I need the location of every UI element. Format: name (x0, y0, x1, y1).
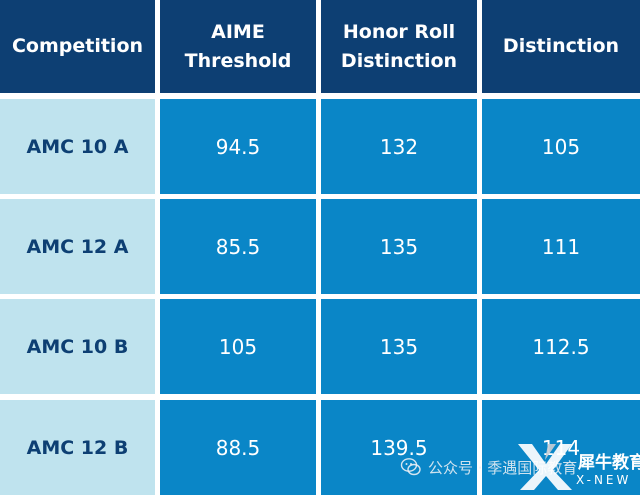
table-cell: 132 (321, 99, 477, 194)
table-cell: 135 (321, 299, 477, 394)
header-distinction: Distinction (482, 0, 640, 93)
wechat-icon (400, 458, 421, 476)
watermark-logo-name: 犀牛教育 (578, 453, 640, 473)
table-cell: 112.5 (482, 299, 640, 394)
row-label: AMC 12 B (0, 400, 155, 495)
header-aime-threshold: AIME Threshold (160, 0, 316, 93)
header-honor-roll-distinction: Honor Roll Distinction (321, 0, 477, 93)
table-cell: 139.5 (321, 400, 477, 495)
row-label: AMC 10 B (0, 299, 155, 394)
table-cell: 85.5 (160, 199, 316, 294)
table-cell: 111 (482, 199, 640, 294)
table-cell: 88.5 (160, 400, 316, 495)
table-cell: 105 (160, 299, 316, 394)
watermark-logo: 犀牛教育 X-NEW (514, 438, 640, 494)
header-competition: Competition (0, 0, 155, 93)
table-cell: 135 (321, 199, 477, 294)
table-cell: 105 (482, 99, 640, 194)
x-logo-icon (518, 444, 572, 490)
watermark-logo-sub: X-NEW (576, 473, 632, 487)
row-label: AMC 12 A (0, 199, 155, 294)
row-label: AMC 10 A (0, 99, 155, 194)
table-cell: 94.5 (160, 99, 316, 194)
